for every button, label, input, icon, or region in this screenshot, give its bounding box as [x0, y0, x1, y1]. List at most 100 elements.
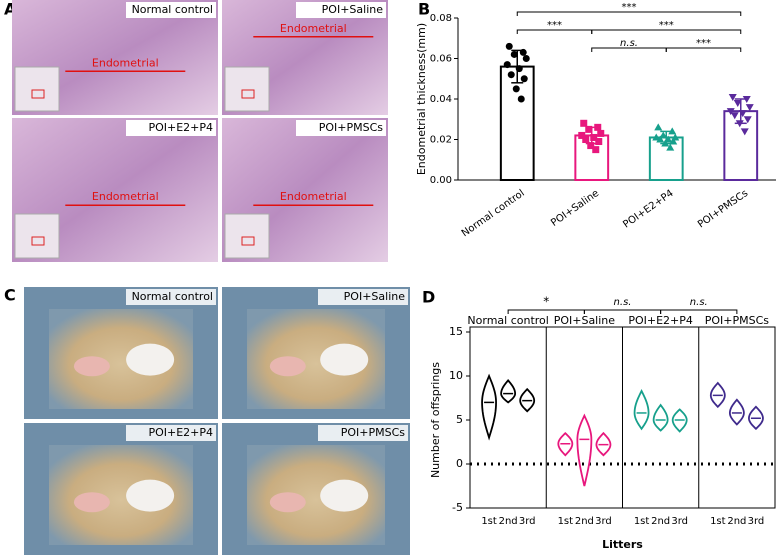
violin [671, 408, 688, 433]
data-point [669, 137, 678, 145]
image-title: Normal control [132, 290, 213, 303]
inset-box [31, 236, 45, 246]
y-tick-label: 0.02 [430, 135, 452, 146]
pups [73, 356, 110, 377]
data-point [517, 95, 525, 103]
violin [748, 405, 764, 431]
inset-box [241, 236, 255, 246]
significance-label: *** [659, 20, 674, 31]
data-point [733, 100, 742, 108]
image-title: POI+Saline [344, 290, 406, 303]
y-tick-label: -5 [452, 501, 463, 514]
x-axis-label: Litters [602, 538, 643, 551]
significance-label: *** [622, 2, 637, 13]
significance-label: *** [547, 20, 562, 31]
image-title: POI+E2+P4 [148, 426, 213, 439]
title-bg [296, 2, 386, 18]
x-tick-label: 2nd [575, 516, 594, 527]
data-point [666, 143, 675, 151]
inset [14, 66, 60, 112]
inset-box [31, 89, 45, 99]
x-tick-label: 1st [634, 516, 650, 527]
y-tick-label: 5 [456, 413, 463, 426]
significance-label: n.s. [620, 38, 638, 49]
violin [633, 388, 650, 431]
group-label: POI+Saline [554, 314, 616, 327]
annotation: Endometrial [280, 22, 347, 35]
data-point [740, 128, 749, 136]
x-tick-label: 2nd [727, 516, 746, 527]
data-point [730, 112, 739, 120]
pups [73, 492, 110, 513]
title-bg [126, 289, 216, 305]
data-point [654, 123, 663, 131]
data-point [503, 61, 511, 69]
image-title: POI+PMSCs [319, 121, 384, 134]
data-point [520, 75, 528, 83]
x-tick-label: 2nd [499, 516, 518, 527]
significance-bracket [665, 47, 742, 52]
image-title: POI+PMSCs [341, 426, 406, 439]
data-point [587, 142, 595, 150]
panel-label: B [418, 0, 430, 19]
significance-bracket [660, 309, 738, 314]
data-point [580, 119, 588, 127]
violin [595, 431, 612, 457]
annotation: Endometrial [92, 56, 159, 69]
inset [14, 213, 60, 259]
group-label: POI+PMSCs [705, 314, 770, 327]
mouse [126, 479, 175, 512]
x-tick-label: 3rd [519, 516, 536, 527]
inset [224, 213, 270, 259]
y-tick-label: 15 [449, 325, 463, 338]
data-point [652, 133, 661, 141]
x-tick-label: POI+Saline [549, 188, 601, 229]
group-label: POI+E2+P4 [628, 314, 693, 327]
data-point [595, 138, 603, 146]
x-tick-label: 2nd [651, 516, 670, 527]
x-tick-label: 1st [481, 516, 497, 527]
data-point [728, 93, 737, 101]
panel-label: C [4, 286, 16, 305]
violin [500, 378, 517, 404]
y-axis-label: Endometrial thickness(mm) [415, 23, 428, 175]
data-point [582, 136, 590, 143]
x-tick-label: POI+E2+P4 [621, 188, 675, 231]
panel-label: D [422, 288, 435, 307]
significance-bracket [516, 11, 742, 16]
y-tick-label: 0.08 [430, 13, 452, 24]
data-point [726, 108, 735, 116]
data-point [592, 146, 600, 154]
violin [481, 373, 497, 441]
mouse [320, 479, 369, 512]
title-bg [126, 2, 216, 18]
data-point [578, 131, 586, 139]
data-point [743, 116, 752, 124]
data-point [745, 104, 754, 112]
inset [224, 66, 270, 112]
x-tick-label: Normal control [460, 188, 527, 239]
title-bg [318, 289, 408, 305]
title-bg [318, 425, 408, 441]
data-point [507, 71, 515, 79]
data-point [505, 42, 513, 50]
x-tick-label: 3rd [595, 516, 612, 527]
violin [709, 381, 726, 409]
mouse [126, 343, 175, 376]
pups [269, 356, 306, 377]
image-title: POI+E2+P4 [148, 121, 213, 134]
title-bg [126, 425, 216, 441]
x-tick-label: 3rd [748, 516, 765, 527]
x-tick-label: 3rd [671, 516, 688, 527]
data-point [659, 131, 668, 139]
data-point [522, 55, 530, 62]
significance-bracket [591, 29, 742, 34]
data-point [656, 135, 665, 143]
title-bg [126, 120, 216, 136]
violin [652, 403, 669, 432]
inset-box [241, 89, 255, 99]
image-title: Normal control [132, 3, 213, 16]
y-tick-label: 10 [449, 369, 463, 382]
mouse [320, 343, 369, 376]
